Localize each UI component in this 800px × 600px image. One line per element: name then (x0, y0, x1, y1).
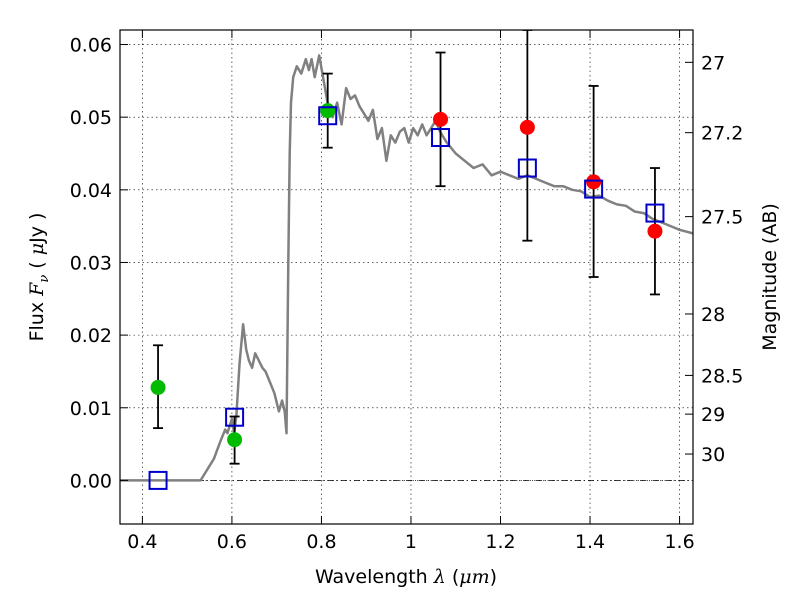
plot-frame (119, 29, 694, 525)
x-tick-label: 0.6 (217, 531, 247, 553)
x-tick-label: 1 (405, 531, 417, 553)
y2-tick-label: 27 (701, 52, 725, 74)
x-tick-label: 0.4 (127, 531, 157, 553)
axis-ticks: 0.4 0.6 0.8 1 1.2 1.4 1.6 0.00 0.01 0.02 0.03 0.04 0… (70, 30, 743, 553)
y2-tick-label: 30 (701, 444, 725, 466)
observed-flux-green-point (320, 103, 336, 119)
y2-tick-label: 28 (701, 304, 725, 326)
x-tick-label: 1.2 (485, 531, 515, 553)
observed-flux-red-point (519, 119, 535, 135)
plot-background (120, 30, 693, 524)
model-flux-square (225, 407, 245, 427)
y-axis-label: Flux Fν ( μJy ) (26, 213, 52, 342)
y2-tick-label: 28.5 (701, 365, 743, 387)
x-axis-label: Wavelength λ (μm) (315, 566, 497, 588)
y-tick-label: 0.06 (70, 35, 112, 57)
observed-flux-red-point (586, 174, 602, 190)
model-flux-square (584, 179, 604, 199)
y2-tick-label: 29 (701, 404, 725, 426)
model-flux-square (645, 203, 665, 223)
y2-tick-label: 27.2 (701, 123, 743, 145)
x-tick-label: 1.4 (575, 531, 605, 553)
observed-flux-red-point (647, 223, 663, 239)
y-tick-label: 0.03 (70, 252, 112, 274)
y2-axis-label: Magnitude (AB) (759, 203, 781, 351)
y2-tick-label: 27.5 (701, 207, 743, 229)
y-tick-label: 0.04 (70, 180, 112, 202)
model-flux-square (318, 106, 338, 126)
model-flux-square (517, 158, 537, 178)
sed-model-curve (120, 54, 693, 482)
model-flux-square (431, 128, 451, 148)
observed-flux-red-point (433, 111, 449, 127)
observed-flux-green-point (227, 432, 243, 448)
model-flux-square (148, 470, 168, 490)
observed-flux-green-point (150, 379, 166, 395)
y-tick-label: 0.02 (70, 325, 112, 347)
data-markers (148, 103, 665, 490)
y-tick-label: 0.05 (70, 107, 112, 129)
y-tick-label: 0.00 (70, 470, 112, 492)
x-tick-label: 1.6 (664, 531, 694, 553)
x-tick-label: 0.8 (306, 531, 336, 553)
y-tick-label: 0.01 (70, 398, 112, 420)
